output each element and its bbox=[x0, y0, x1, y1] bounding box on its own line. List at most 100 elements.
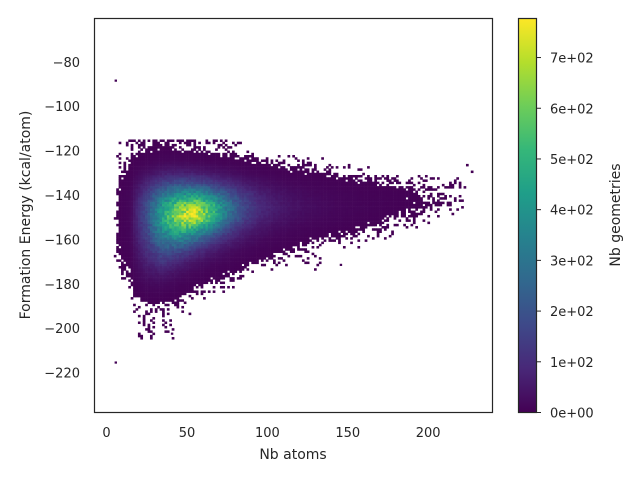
hist-bin bbox=[157, 146, 160, 149]
hist-bin bbox=[241, 241, 245, 245]
hist-bin bbox=[236, 206, 240, 209]
hist-bin bbox=[178, 268, 182, 271]
hist-bin bbox=[227, 226, 230, 229]
hist-bin bbox=[123, 234, 127, 238]
hist-bin bbox=[159, 206, 163, 209]
hist-bin bbox=[152, 150, 156, 154]
hist-bin bbox=[137, 332, 141, 336]
hist-bin bbox=[210, 246, 213, 249]
hist-bin bbox=[157, 250, 160, 253]
hist-bin bbox=[174, 259, 177, 262]
hist-bin bbox=[304, 223, 308, 227]
hist-bin bbox=[297, 199, 300, 202]
hist-bin bbox=[130, 230, 134, 233]
hist-bin bbox=[205, 190, 209, 194]
hist-bin bbox=[239, 252, 242, 256]
hist-bin bbox=[275, 223, 279, 227]
hist-bin bbox=[222, 261, 226, 265]
hist-bin bbox=[294, 194, 298, 198]
hist-bin bbox=[195, 170, 199, 174]
hist-bin bbox=[258, 181, 262, 185]
hist-bin bbox=[152, 281, 156, 285]
hist-bin bbox=[314, 203, 317, 207]
hist-bin bbox=[205, 206, 209, 209]
hist-bin bbox=[333, 221, 337, 225]
hist-bin bbox=[215, 232, 218, 236]
hist-bin bbox=[304, 239, 308, 242]
hist-bin bbox=[178, 257, 182, 260]
hist-bin bbox=[190, 186, 194, 189]
hist-bin bbox=[277, 174, 281, 178]
hist-bin bbox=[205, 203, 209, 207]
hist-bin bbox=[207, 254, 211, 258]
hist-bin bbox=[169, 163, 172, 167]
hist-bin bbox=[183, 199, 187, 202]
hist-bin bbox=[289, 166, 293, 169]
hist-bin bbox=[212, 206, 216, 209]
hist-bin bbox=[244, 161, 247, 165]
hist-bin bbox=[142, 257, 146, 260]
hist-bin bbox=[145, 148, 148, 151]
hist-bin bbox=[338, 188, 341, 191]
hist-bin bbox=[116, 239, 119, 242]
hist-bin bbox=[183, 239, 187, 242]
hist-bin bbox=[314, 183, 317, 187]
hist-bin bbox=[133, 192, 136, 196]
hist-bin bbox=[263, 241, 267, 245]
hist-bin bbox=[236, 183, 240, 187]
hist-bin bbox=[246, 219, 250, 222]
hist-bin bbox=[268, 248, 271, 251]
hist-bin bbox=[280, 201, 283, 205]
hist-bin bbox=[152, 283, 156, 287]
hist-bin bbox=[210, 152, 213, 156]
hist-bin bbox=[280, 226, 283, 229]
hist-bin bbox=[326, 210, 329, 214]
hist-bin bbox=[330, 183, 334, 187]
hist-bin bbox=[314, 172, 317, 176]
hist-bin bbox=[241, 172, 245, 176]
hist-bin bbox=[149, 203, 153, 207]
hist-bin bbox=[280, 257, 283, 260]
hist-bin bbox=[203, 237, 206, 240]
hist-bin bbox=[304, 261, 308, 265]
hist-bin bbox=[125, 201, 129, 205]
hist-bin bbox=[299, 186, 303, 189]
hist-bin bbox=[248, 223, 252, 227]
hist-bin bbox=[198, 183, 201, 187]
hist-bin bbox=[125, 210, 129, 214]
hist-bin bbox=[176, 274, 180, 278]
hist-bin bbox=[244, 252, 247, 256]
hist-bin bbox=[282, 190, 286, 194]
hist-bin bbox=[275, 179, 279, 182]
hist-bin bbox=[268, 166, 271, 169]
hist-bin bbox=[224, 257, 228, 260]
hist-bin bbox=[212, 166, 216, 169]
hist-bin bbox=[258, 168, 262, 171]
hist-bin bbox=[326, 230, 329, 233]
hist-bin bbox=[157, 252, 160, 256]
hist-bin bbox=[123, 219, 127, 222]
hist-bin bbox=[263, 168, 267, 171]
hist-bin bbox=[297, 217, 300, 220]
hist-bin bbox=[270, 237, 274, 240]
hist-bin bbox=[125, 272, 129, 276]
hist-bin bbox=[333, 177, 337, 180]
hist-bin bbox=[246, 163, 250, 167]
hist-bin bbox=[188, 203, 192, 207]
hist-bin bbox=[135, 252, 139, 256]
hist-bin bbox=[164, 325, 168, 329]
hist-bin bbox=[304, 199, 308, 202]
hist-bin bbox=[342, 203, 346, 207]
hist-bin bbox=[171, 281, 175, 285]
hist-bin bbox=[215, 194, 218, 198]
hist-bin bbox=[333, 208, 337, 211]
hist-bin bbox=[157, 201, 160, 205]
hist-bin bbox=[328, 168, 332, 171]
hist-bin bbox=[166, 226, 170, 229]
hist-bin bbox=[246, 257, 250, 260]
hist-bin bbox=[169, 274, 172, 278]
hist-bin bbox=[186, 226, 189, 229]
hist-bin bbox=[239, 168, 242, 171]
hist-bin bbox=[164, 277, 168, 280]
hist-bin bbox=[287, 155, 291, 158]
